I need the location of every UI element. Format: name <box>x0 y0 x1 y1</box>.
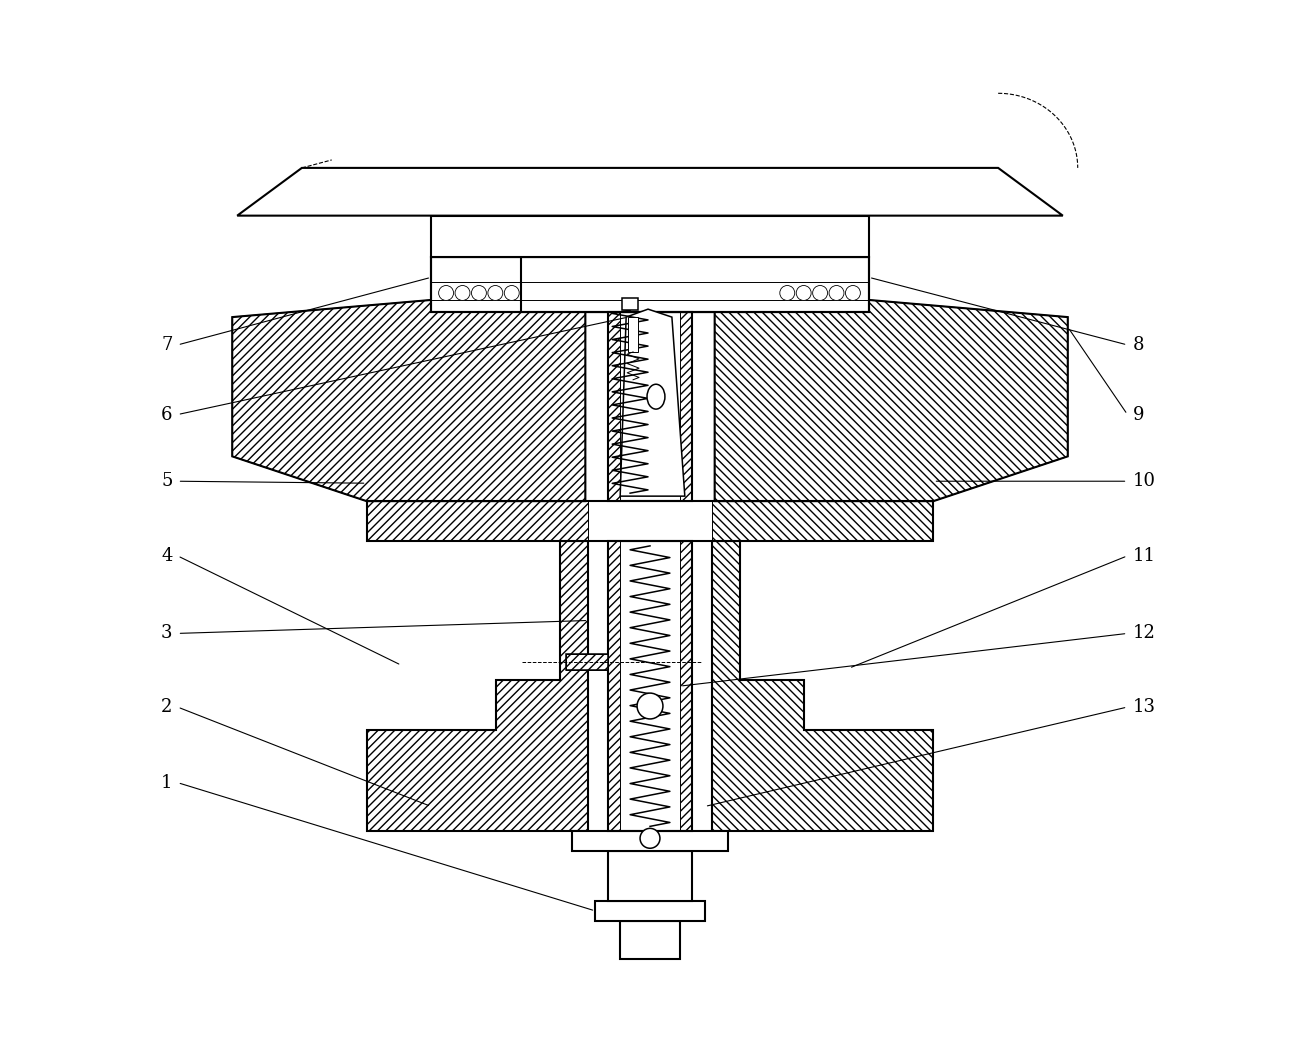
Bar <box>431 257 869 312</box>
Circle shape <box>813 286 827 300</box>
Polygon shape <box>366 541 589 832</box>
Bar <box>622 298 638 310</box>
Bar <box>609 851 620 901</box>
Circle shape <box>796 286 812 300</box>
Circle shape <box>472 286 486 300</box>
Bar <box>609 541 692 832</box>
Text: 1: 1 <box>162 774 172 792</box>
Bar <box>431 215 869 257</box>
Polygon shape <box>711 541 933 832</box>
Text: 3: 3 <box>162 624 172 642</box>
Polygon shape <box>232 292 585 501</box>
Bar <box>680 541 692 832</box>
Bar <box>680 901 705 920</box>
Circle shape <box>829 286 844 300</box>
Bar <box>595 901 705 920</box>
Bar <box>628 317 638 351</box>
Text: 5: 5 <box>162 472 172 491</box>
Circle shape <box>487 286 503 300</box>
Text: 10: 10 <box>1132 472 1156 491</box>
Bar <box>366 501 589 541</box>
Bar <box>609 312 692 501</box>
Bar <box>680 312 692 501</box>
Text: 9: 9 <box>1132 406 1144 424</box>
Bar <box>567 655 609 670</box>
Circle shape <box>640 828 659 848</box>
Circle shape <box>846 286 860 300</box>
Bar <box>779 257 869 312</box>
Bar <box>431 257 650 312</box>
Polygon shape <box>620 310 685 496</box>
Bar <box>567 655 609 670</box>
Bar <box>366 501 933 541</box>
Bar <box>650 920 680 959</box>
Bar <box>431 257 779 312</box>
Text: 4: 4 <box>162 547 172 565</box>
Bar <box>711 501 933 541</box>
Bar <box>620 920 680 959</box>
Text: 13: 13 <box>1132 698 1156 717</box>
Bar <box>692 832 727 851</box>
Bar <box>595 901 620 920</box>
Text: 11: 11 <box>1132 547 1156 565</box>
Circle shape <box>779 286 795 300</box>
Ellipse shape <box>648 384 665 409</box>
Bar <box>572 832 609 851</box>
Text: 12: 12 <box>1132 624 1156 642</box>
Bar <box>572 832 727 851</box>
Text: 6: 6 <box>162 406 172 424</box>
Bar <box>680 851 692 901</box>
Circle shape <box>504 286 519 300</box>
Text: 7: 7 <box>162 336 172 354</box>
Circle shape <box>637 693 663 719</box>
Circle shape <box>439 286 453 300</box>
Text: 2: 2 <box>162 698 172 717</box>
Bar <box>521 257 869 312</box>
Bar <box>609 312 620 501</box>
Text: 8: 8 <box>1132 336 1144 354</box>
Bar <box>609 851 692 901</box>
Bar <box>589 501 711 541</box>
Polygon shape <box>237 168 1063 215</box>
Bar <box>620 920 650 959</box>
Circle shape <box>455 286 470 300</box>
Polygon shape <box>714 292 1067 501</box>
Bar <box>609 541 620 832</box>
